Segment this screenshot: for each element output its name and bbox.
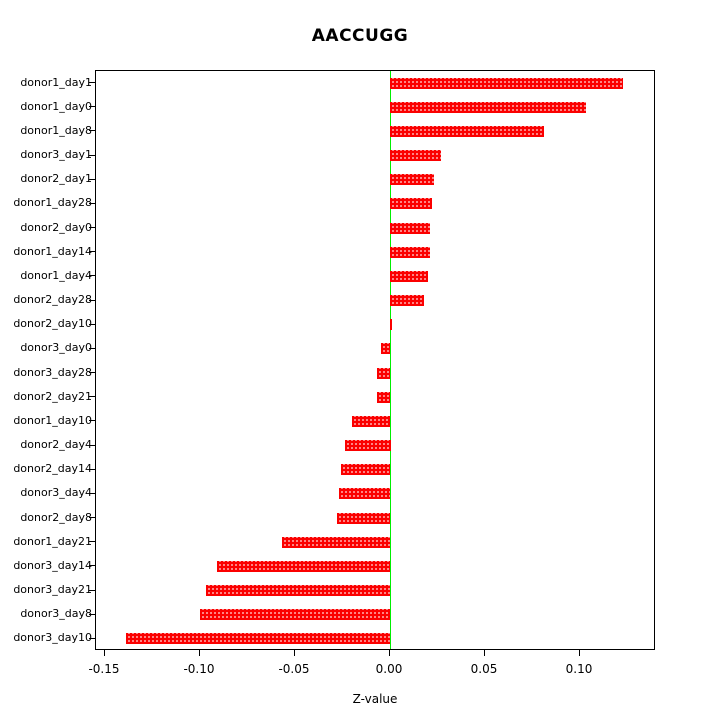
bar-donor2_day1 [390, 174, 434, 185]
y-tick [89, 251, 95, 252]
x-tick [579, 650, 580, 656]
x-tick [199, 650, 200, 656]
y-tick [89, 372, 95, 373]
y-tick [89, 614, 95, 615]
y-label-donor1_day4: donor1_day4 [20, 269, 92, 282]
bar-donor1_day10 [352, 416, 390, 427]
x-tick-label: -0.05 [278, 662, 310, 676]
bar-donor1_day8 [390, 126, 544, 137]
y-label-donor3_day21: donor3_day21 [13, 583, 92, 596]
x-tick [104, 650, 105, 656]
y-label-donor1_day21: donor1_day21 [13, 535, 92, 548]
y-tick [89, 130, 95, 131]
bar-donor3_day8 [200, 609, 390, 620]
bar-donor1_day28 [390, 198, 432, 209]
y-tick [89, 227, 95, 228]
y-label-donor3_day28: donor3_day28 [13, 366, 92, 379]
y-label-donor3_day1: donor3_day1 [20, 148, 92, 161]
y-label-donor2_day4: donor2_day4 [20, 438, 92, 451]
x-tick [294, 650, 295, 656]
y-label-donor1_day14: donor1_day14 [13, 245, 92, 258]
bar-donor2_day0 [390, 223, 430, 234]
bar-donor3_day10 [126, 633, 390, 644]
y-tick [89, 445, 95, 446]
y-tick [89, 275, 95, 276]
y-label-donor2_day28: donor2_day28 [13, 293, 92, 306]
y-tick [89, 82, 95, 83]
y-tick [89, 638, 95, 639]
y-tick [89, 300, 95, 301]
y-label-donor1_day8: donor1_day8 [20, 124, 92, 137]
y-label-donor1_day0: donor1_day0 [20, 100, 92, 113]
bar-donor3_day28 [377, 368, 390, 379]
bar-donor2_day4 [345, 440, 391, 451]
bar-donor2_day14 [341, 464, 390, 475]
y-label-donor3_day4: donor3_day4 [20, 486, 92, 499]
bar-donor1_day4 [390, 271, 428, 282]
bar-donor1_day0 [390, 102, 586, 113]
bar-donor2_day10 [390, 319, 392, 330]
x-tick-label: 0.10 [565, 662, 593, 676]
x-tick-label: 0.00 [375, 662, 403, 676]
y-label-donor2_day1: donor2_day1 [20, 172, 92, 185]
plot-area [95, 70, 655, 650]
y-label-donor2_day10: donor2_day10 [13, 317, 92, 330]
y-tick [89, 106, 95, 107]
zero-reference-line [390, 71, 391, 649]
y-tick [89, 155, 95, 156]
bar-donor3_day1 [390, 150, 441, 161]
x-tick-label: 0.05 [470, 662, 498, 676]
y-tick [89, 348, 95, 349]
y-tick [89, 493, 95, 494]
bar-donor2_day8 [337, 513, 390, 524]
bar-donor1_day1 [390, 78, 623, 89]
y-tick [89, 203, 95, 204]
y-label-donor2_day14: donor2_day14 [13, 462, 92, 475]
y-tick [89, 541, 95, 542]
y-tick [89, 565, 95, 566]
x-axis-title: Z-value [352, 692, 398, 706]
x-tick [484, 650, 485, 656]
y-label-donor1_day10: donor1_day10 [13, 414, 92, 427]
x-tick-label: -0.10 [183, 662, 215, 676]
bar-donor3_day14 [217, 561, 390, 572]
bar-donor1_day14 [390, 247, 430, 258]
bar-donor2_day28 [390, 295, 424, 306]
y-label-donor1_day1: donor1_day1 [20, 76, 92, 89]
y-label-donor2_day8: donor2_day8 [20, 511, 92, 524]
bar-donor2_day21 [377, 392, 390, 403]
y-tick [89, 179, 95, 180]
y-label-donor3_day0: donor3_day0 [20, 341, 92, 354]
bar-donor3_day4 [339, 488, 390, 499]
y-tick [89, 324, 95, 325]
y-tick [89, 469, 95, 470]
x-tick [389, 650, 390, 656]
y-tick [89, 517, 95, 518]
y-label-donor2_day21: donor2_day21 [13, 390, 92, 403]
y-label-donor3_day14: donor3_day14 [13, 559, 92, 572]
bar-donor1_day21 [282, 537, 390, 548]
y-label-donor2_day0: donor2_day0 [20, 221, 92, 234]
chart-title: AACCUGG [311, 26, 409, 46]
bar-donor3_day0 [381, 343, 390, 354]
y-tick [89, 420, 95, 421]
y-label-donor3_day10: donor3_day10 [13, 631, 92, 644]
y-label-donor3_day8: donor3_day8 [20, 607, 92, 620]
y-tick [89, 590, 95, 591]
y-label-donor1_day28: donor1_day28 [13, 196, 92, 209]
y-tick [89, 396, 95, 397]
bar-donor3_day21 [206, 585, 390, 596]
x-tick-label: -0.15 [88, 662, 120, 676]
